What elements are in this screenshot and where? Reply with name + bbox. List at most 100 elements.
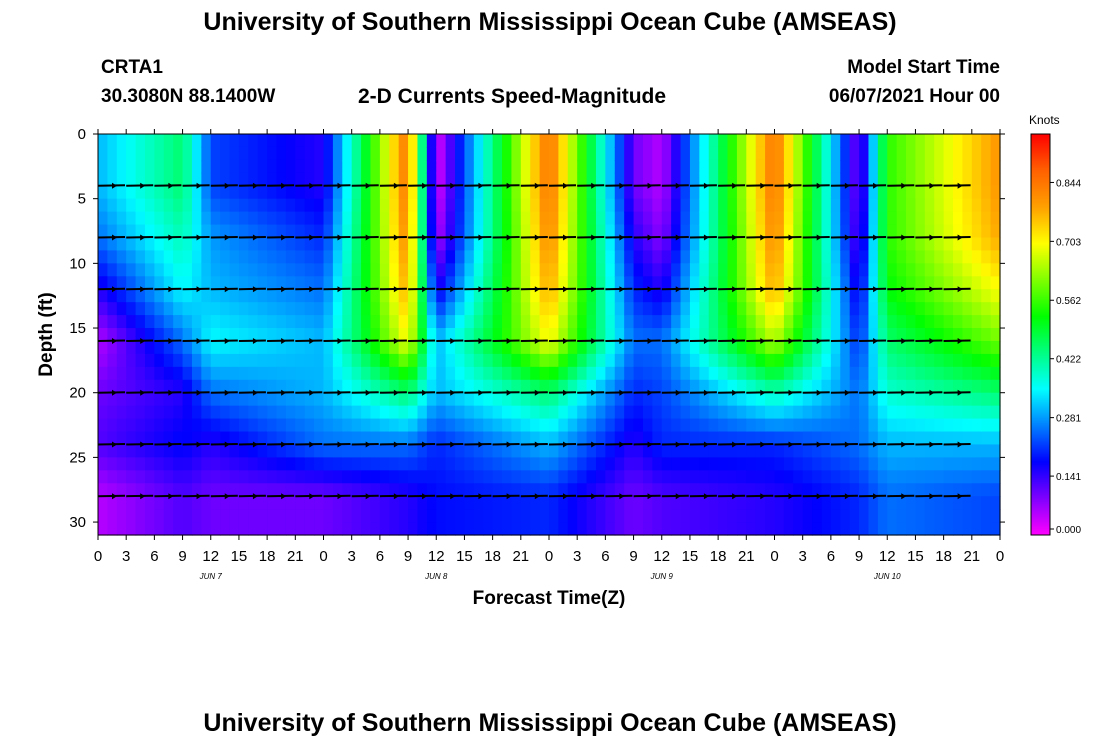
heatmap-cell xyxy=(342,134,353,148)
heatmap-cell xyxy=(746,146,757,161)
heatmap-cell xyxy=(436,353,447,368)
heatmap-cell xyxy=(107,405,118,420)
heatmap-cell xyxy=(398,289,409,303)
heatmap-cell xyxy=(567,198,578,213)
current-vector xyxy=(830,287,858,291)
heatmap-cell xyxy=(821,470,832,484)
heatmap-cell xyxy=(379,224,390,239)
heatmap-cell xyxy=(408,418,419,433)
heatmap-cell xyxy=(718,366,729,381)
heatmap-cell xyxy=(229,353,240,368)
heatmap-cell xyxy=(746,237,757,252)
heatmap-cell xyxy=(229,211,240,226)
heatmap-cell xyxy=(924,159,935,174)
heatmap-cell xyxy=(295,172,306,187)
heatmap-cell xyxy=(755,418,766,433)
heatmap-cell xyxy=(877,496,888,510)
heatmap-cell xyxy=(567,172,578,187)
heatmap-cell xyxy=(624,211,635,226)
current-vector-arrowhead xyxy=(506,441,512,448)
heatmap-cell xyxy=(624,470,635,484)
heatmap-cell xyxy=(605,366,616,381)
heatmap-cell xyxy=(182,224,193,239)
heatmap-cell xyxy=(267,522,278,536)
heatmap-cell xyxy=(859,366,870,381)
heatmap-cell xyxy=(116,263,127,277)
heatmap-cell xyxy=(680,302,691,316)
heatmap-cell xyxy=(877,379,888,394)
colorbar-gradient xyxy=(1030,133,1051,536)
heatmap-cell xyxy=(173,237,184,252)
heatmap-cell xyxy=(257,392,268,407)
heatmap-cell xyxy=(267,211,278,226)
heatmap-cell xyxy=(614,146,625,161)
heatmap-cell xyxy=(154,366,165,381)
heatmap-cell xyxy=(624,353,635,368)
heatmap-cell xyxy=(708,392,719,407)
heatmap-cell xyxy=(135,483,146,497)
heatmap-cell xyxy=(943,366,954,381)
heatmap-cell xyxy=(483,211,494,226)
heatmap-cell xyxy=(652,250,663,264)
heatmap-cell xyxy=(877,172,888,187)
heatmap-cell xyxy=(633,146,644,161)
heatmap-cell xyxy=(680,328,691,342)
heatmap-cell xyxy=(229,276,240,290)
current-vector-arrowhead xyxy=(450,182,456,189)
heatmap-cell xyxy=(849,198,860,213)
heatmap-cell xyxy=(699,470,710,484)
current-vector-arrowhead xyxy=(957,182,963,189)
heatmap-cell xyxy=(953,224,964,239)
heatmap-cell xyxy=(483,198,494,213)
heatmap-cell xyxy=(718,340,729,355)
heatmap-cell xyxy=(539,134,550,148)
heatmap-cell xyxy=(163,366,174,381)
heatmap-cell xyxy=(727,431,738,446)
heatmap-cell xyxy=(173,366,184,381)
heatmap-cell xyxy=(426,418,437,433)
heatmap-cell xyxy=(605,302,616,316)
heatmap-cell xyxy=(520,134,531,148)
heatmap-cell xyxy=(520,211,531,226)
heatmap-cell xyxy=(689,340,700,355)
heatmap-cell xyxy=(680,289,691,303)
heatmap-cell xyxy=(896,431,907,446)
heatmap-cell xyxy=(765,315,776,329)
heatmap-cell xyxy=(370,185,381,200)
heatmap-cell xyxy=(473,340,484,355)
heatmap-cell xyxy=(530,392,541,407)
heatmap-cell xyxy=(436,315,447,329)
heatmap-cell xyxy=(849,353,860,368)
heatmap-cell xyxy=(953,302,964,316)
heatmap-cell xyxy=(257,276,268,290)
heatmap-cell xyxy=(849,496,860,510)
heatmap-cell xyxy=(220,483,231,497)
heatmap-cell xyxy=(877,134,888,148)
heatmap-cell xyxy=(830,392,841,407)
x-tick-label: 15 xyxy=(907,548,924,565)
heatmap-cell xyxy=(661,418,672,433)
heatmap-cell xyxy=(417,250,428,264)
heatmap-cell xyxy=(276,198,287,213)
heatmap-cell xyxy=(389,315,400,329)
x-tick-label: 0 xyxy=(319,548,327,565)
heatmap-cell xyxy=(483,315,494,329)
heatmap-cell xyxy=(332,146,343,161)
heatmap-cell xyxy=(314,470,325,484)
heatmap-cell xyxy=(849,522,860,536)
heatmap-cell xyxy=(793,302,804,316)
heatmap-cell xyxy=(868,483,879,497)
heatmap-cell xyxy=(520,353,531,368)
heatmap-cell xyxy=(238,172,249,187)
heatmap-cell xyxy=(765,185,776,200)
heatmap-cell xyxy=(248,198,259,213)
heatmap-cell xyxy=(746,315,757,329)
heatmap-cell xyxy=(953,172,964,187)
heatmap-cell xyxy=(595,159,606,174)
heatmap-cell xyxy=(793,470,804,484)
heatmap-cell xyxy=(163,509,174,523)
heatmap-cell xyxy=(708,340,719,355)
heatmap-cell xyxy=(417,198,428,213)
heatmap-cell xyxy=(248,431,259,446)
heatmap-cell xyxy=(389,146,400,161)
